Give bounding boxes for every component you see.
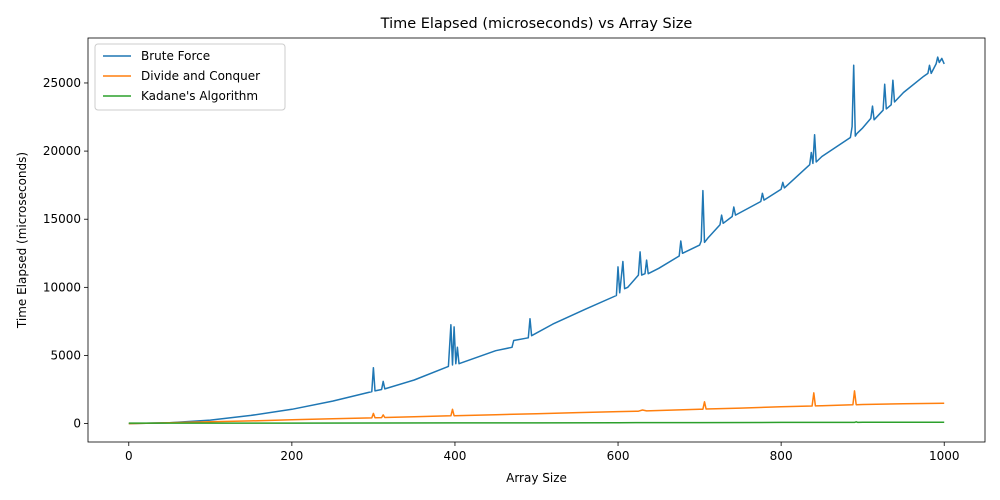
- x-tick-label: 600: [607, 449, 630, 463]
- y-tick-label: 15000: [43, 212, 81, 226]
- series-line-divide-and-conquer: [128, 390, 945, 425]
- y-tick-label: 5000: [50, 348, 81, 362]
- y-tick-label: 10000: [43, 280, 81, 294]
- y-tick-label: 0: [73, 417, 81, 431]
- x-axis-title: Array Size: [506, 471, 567, 485]
- y-tick-label: 20000: [43, 144, 81, 158]
- plot-area-frame: [87, 37, 986, 443]
- legend: Brute Force Divide and Conquer Kadane's Al…: [94, 43, 286, 111]
- x-axis: 0 200 400 600 800 1000: [125, 442, 960, 463]
- y-axis-title: Time Elapsed (microseconds): [15, 152, 29, 329]
- chart-title: Time Elapsed (microseconds) vs Array Siz…: [380, 16, 693, 32]
- y-tick-label: 25000: [43, 76, 81, 90]
- series-layer: [128, 56, 945, 425]
- legend-label: Kadane's Algorithm: [141, 89, 258, 103]
- series-line-brute-force: [128, 56, 945, 425]
- x-tick-label: 400: [444, 449, 467, 463]
- x-tick-label: 200: [280, 449, 303, 463]
- x-tick-label: 1000: [929, 449, 960, 463]
- x-tick-label: 800: [770, 449, 793, 463]
- y-axis: 0 5000 10000 15000 20000 25000: [43, 76, 88, 431]
- legend-label: Divide and Conquer: [141, 69, 260, 83]
- series-line-kadane-s-algorithm: [128, 421, 945, 424]
- legend-box: [94, 43, 286, 111]
- x-tick-label: 0: [125, 449, 133, 463]
- legend-label: Brute Force: [141, 49, 210, 63]
